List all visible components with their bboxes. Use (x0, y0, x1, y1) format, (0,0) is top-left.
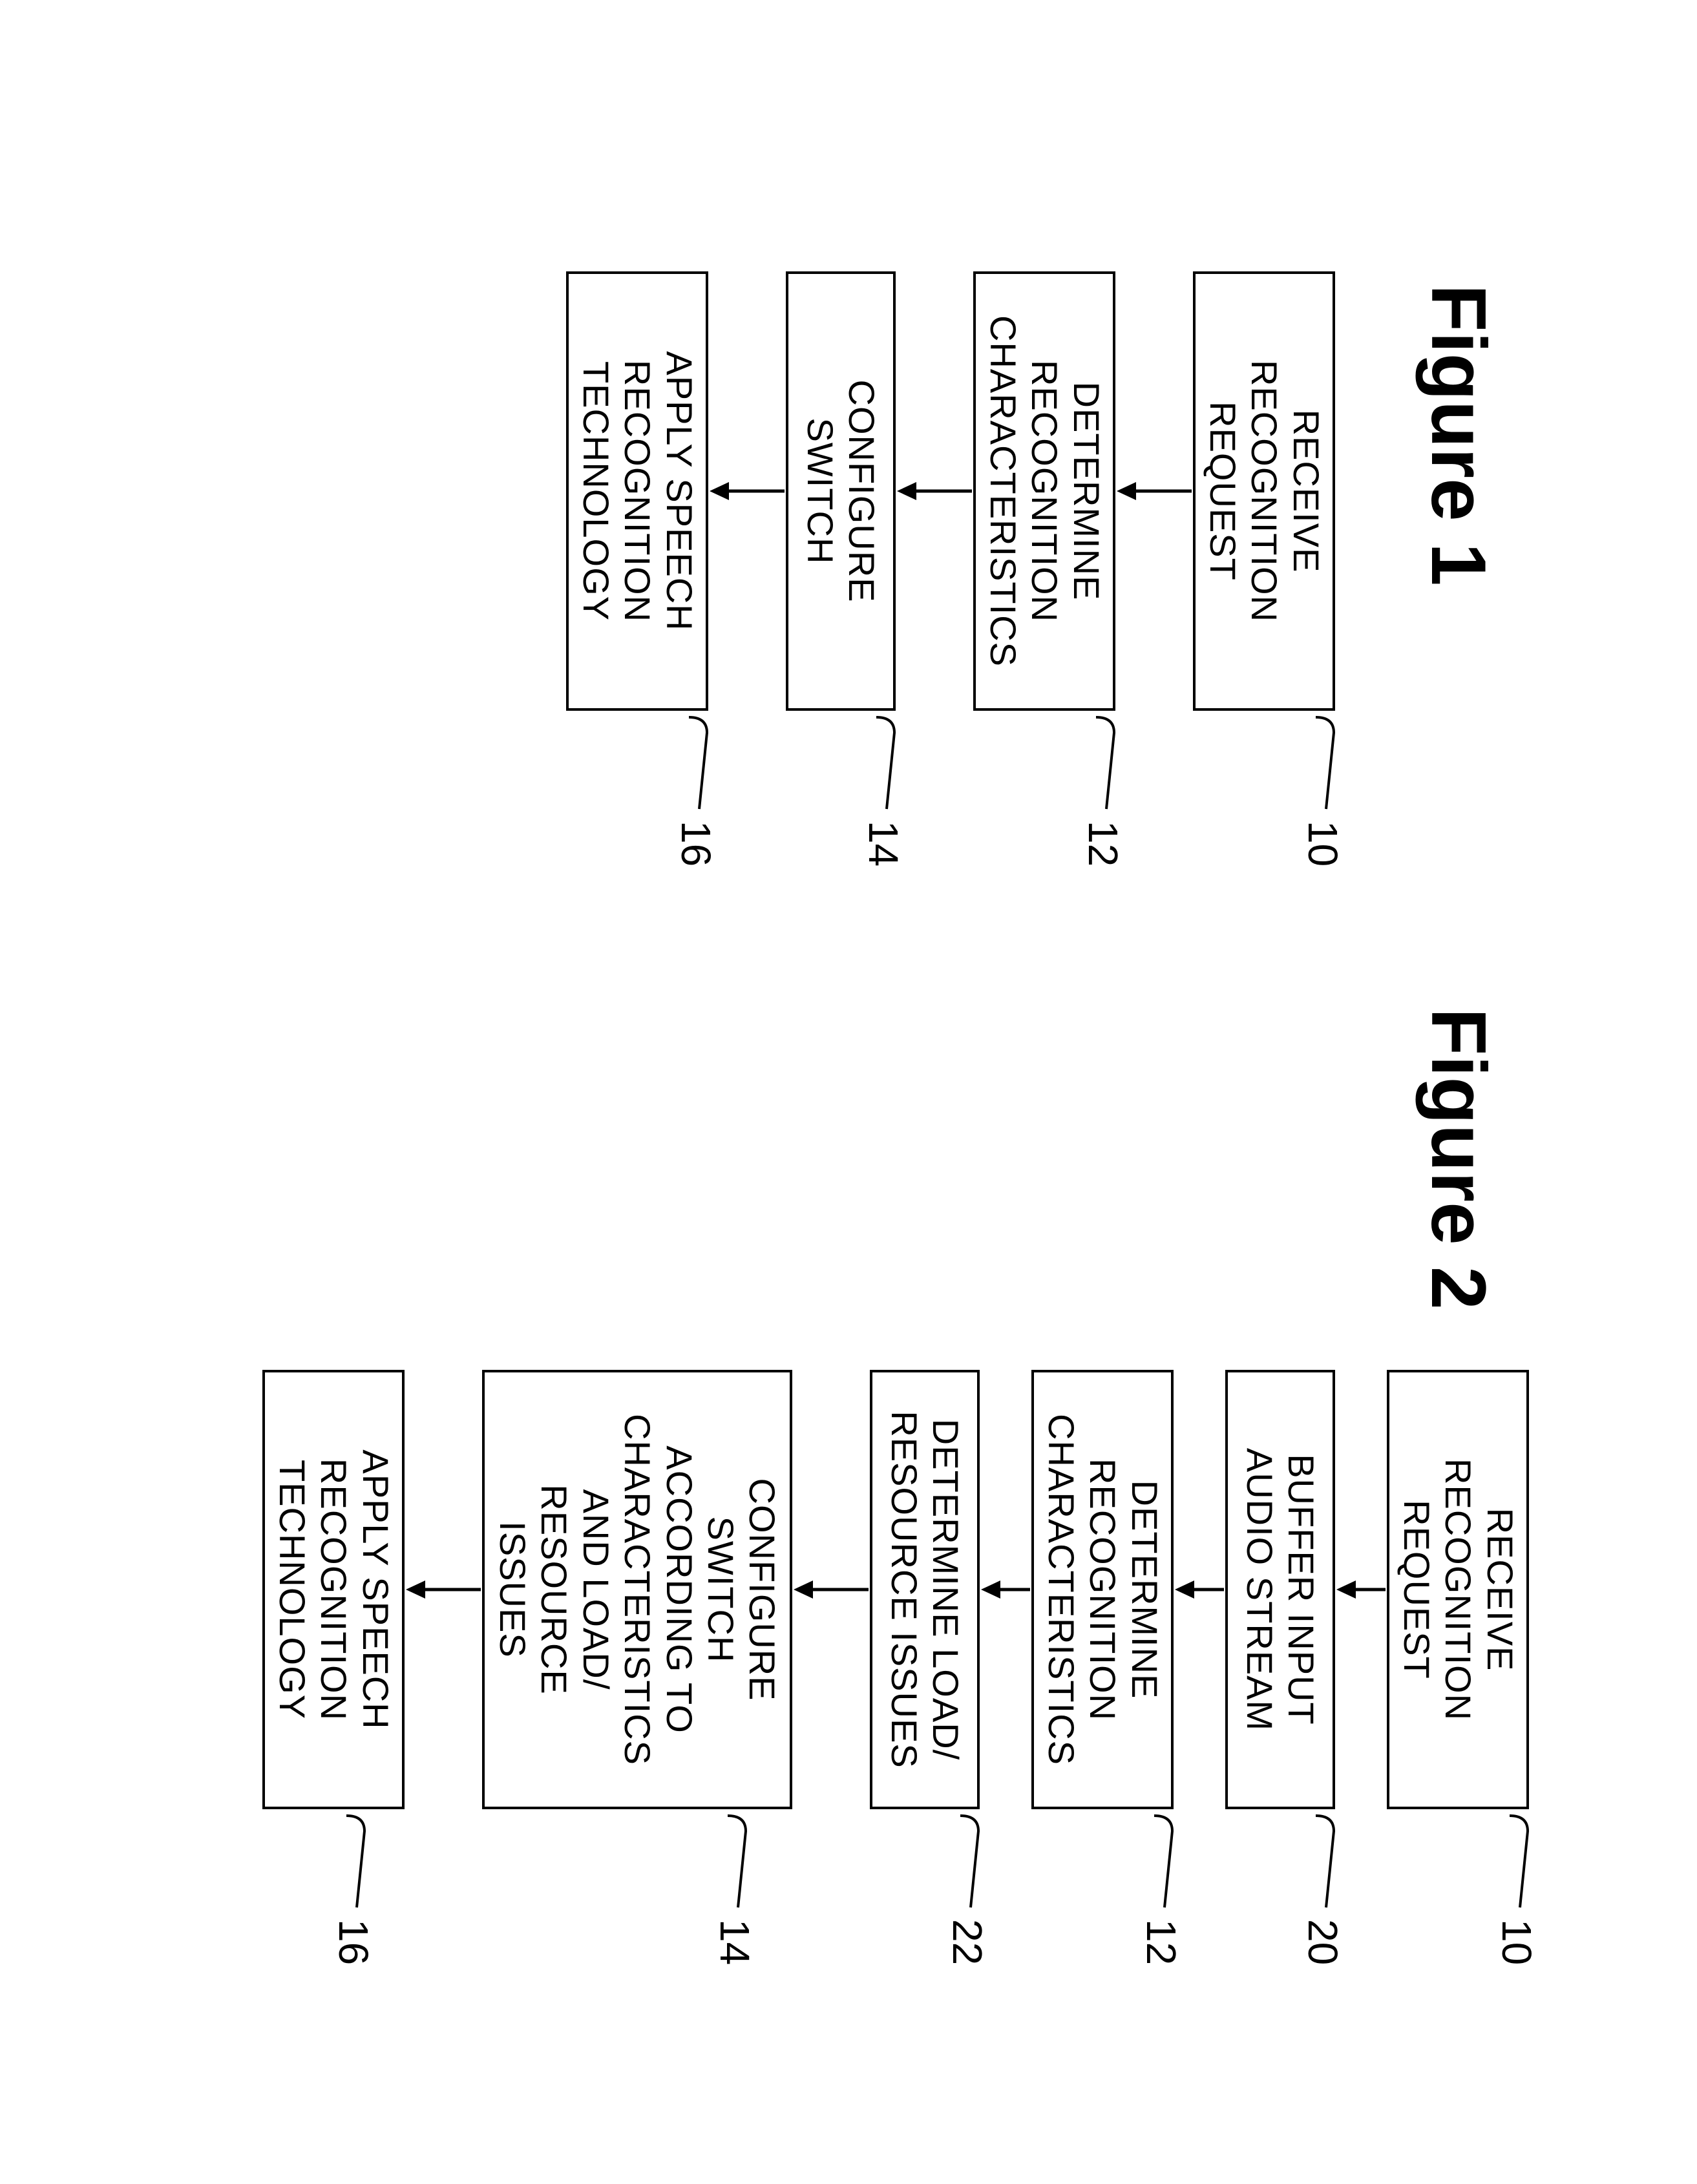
ref-number: 12 (1079, 821, 1127, 866)
flow-node: CONFIGURESWITCHACCORDING TOCHARACTERISTI… (482, 1370, 792, 1809)
ref-number: 16 (672, 821, 720, 866)
ref-number: 16 (330, 1919, 377, 1965)
flow-node: RECEIVERECOGNITIONREQUEST (1193, 271, 1335, 711)
flow-node: DETERMINERECOGNITIONCHARACTERISTICS (973, 271, 1115, 711)
ref-number: 10 (1493, 1919, 1541, 1965)
flow-node: BUFFER INPUTAUDIO STREAM (1225, 1370, 1335, 1809)
flow-node: RECEIVERECOGNITIONREQUEST (1387, 1370, 1529, 1809)
flow-node: APPLY SPEECHRECOGNITIONTECHNOLOGY (566, 271, 708, 711)
ref-number: 12 (1137, 1919, 1185, 1965)
ref-number: 20 (1299, 1919, 1347, 1965)
flow-node: DETERMINE LOAD/RESOURCE ISSUES (870, 1370, 980, 1809)
flow-node: DETERMINERECOGNITIONCHARACTERISTICS (1031, 1370, 1174, 1809)
flow-node: APPLY SPEECHRECOGNITIONTECHNOLOGY (262, 1370, 405, 1809)
flow-node: CONFIGURESWITCH (786, 271, 896, 711)
ref-number: 14 (711, 1919, 759, 1965)
figure-title: Figure 1 (1414, 284, 1503, 586)
ref-number: 14 (859, 821, 907, 866)
ref-number: 22 (943, 1919, 991, 1965)
figure-title: Figure 2 (1414, 1008, 1503, 1310)
ref-number: 10 (1299, 821, 1347, 866)
